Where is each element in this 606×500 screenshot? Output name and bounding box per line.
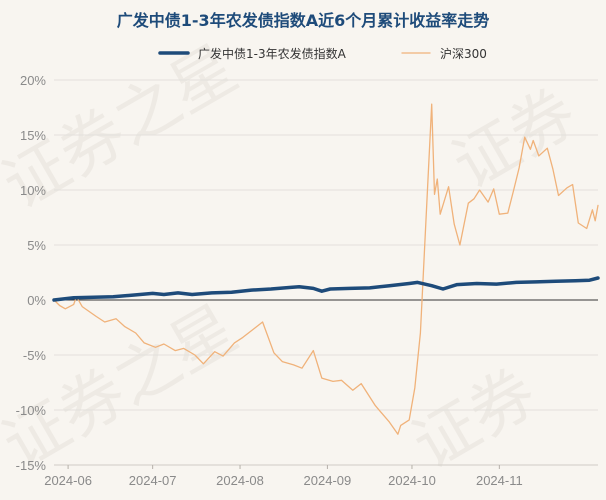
- gridlines: [54, 79, 598, 466]
- series-line-hs300: [53, 103, 599, 435]
- y-axis: 20% 15% 10% 5% 0% -5% -10% -15%: [16, 73, 47, 473]
- watermark-layer: 证券之星 证券之星 证券 证券: [0, 32, 589, 484]
- y-tick-label: -15%: [16, 458, 47, 473]
- y-tick-label: 0%: [27, 293, 46, 308]
- series-layer: [52, 103, 600, 435]
- y-tick-label: 10%: [20, 183, 46, 198]
- x-tick-label: 2024-08: [216, 473, 264, 488]
- x-tick-label: 2024-11: [476, 473, 523, 488]
- x-tick-label: 2024-09: [304, 473, 352, 488]
- y-tick-label: -10%: [16, 403, 47, 418]
- y-tick-label: 5%: [27, 238, 46, 253]
- watermark-text: 证券之星: [0, 292, 250, 484]
- series-line-fund: [52, 276, 600, 302]
- legend: 广发中债1-3年农发债指数A 沪深300: [158, 46, 487, 61]
- y-tick-label: 20%: [20, 73, 46, 88]
- chart-title: 广发中债1-3年农发债指数A近6个月累计收益率走势: [117, 11, 489, 30]
- y-tick-label: -5%: [23, 348, 47, 363]
- y-tick-label: 15%: [20, 128, 46, 143]
- legend-item: 沪深300: [401, 47, 487, 61]
- x-tick-label: 2024-10: [388, 473, 436, 488]
- x-axis: 2024-06 2024-07 2024-08 2024-09 2024-10 2024-…: [44, 464, 598, 488]
- x-tick-label: 2024-07: [129, 473, 177, 488]
- legend-label: 广发中债1-3年农发债指数A: [198, 46, 347, 61]
- legend-label: 沪深300: [440, 47, 487, 61]
- legend-item: 广发中债1-3年农发债指数A: [158, 46, 347, 61]
- x-tick-label: 2024-06: [44, 473, 92, 488]
